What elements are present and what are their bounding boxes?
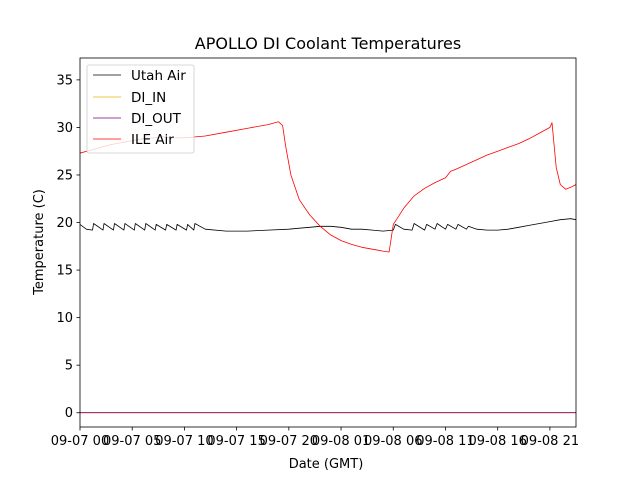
y-tick-label: 15 — [56, 264, 73, 279]
y-tick-label: 20 — [56, 216, 73, 231]
y-tick-label: 10 — [56, 311, 73, 326]
legend: Utah Air DI_IN DI_OUT ILE Air — [86, 64, 195, 154]
legend-label-ile-air: ILE Air — [131, 132, 174, 148]
y-tick-label: 0 — [65, 406, 73, 421]
series-line-utah-air — [80, 218, 576, 232]
y-axis-label: Temperature (C) — [32, 189, 47, 296]
legend-label-di-in: DI_IN — [131, 90, 166, 106]
y-tick-label: 35 — [56, 73, 73, 88]
y-tick-label: 5 — [65, 359, 73, 374]
legend-label-di-out: DI_OUT — [131, 111, 182, 127]
x-tick-label: 09-07 10 — [155, 434, 213, 449]
legend-label-utah-air: Utah Air — [131, 68, 186, 84]
legend-box — [86, 64, 195, 154]
x-tick-label: 09-08 11 — [416, 434, 474, 449]
x-tick-label: 09-08 01 — [312, 434, 370, 449]
y-axis: 0 5 10 15 20 25 30 35 — [56, 73, 80, 421]
x-tick-label: 09-07 15 — [207, 434, 265, 449]
x-tick-label: 09-07 05 — [103, 434, 161, 449]
y-tick-label: 25 — [56, 168, 73, 183]
x-tick-label: 09-07 00 — [51, 434, 109, 449]
x-tick-label: 09-08 21 — [521, 434, 579, 449]
x-tick-label: 09-07 20 — [260, 434, 318, 449]
plot-frame — [79, 57, 577, 428]
y-tick-label: 30 — [56, 121, 73, 136]
x-tick-label: 09-08 06 — [364, 434, 422, 449]
x-axis-label: Date (GMT) — [289, 457, 364, 472]
chart-title: APOLLO DI Coolant Temperatures — [195, 34, 461, 53]
x-tick-label: 09-08 16 — [468, 434, 526, 449]
